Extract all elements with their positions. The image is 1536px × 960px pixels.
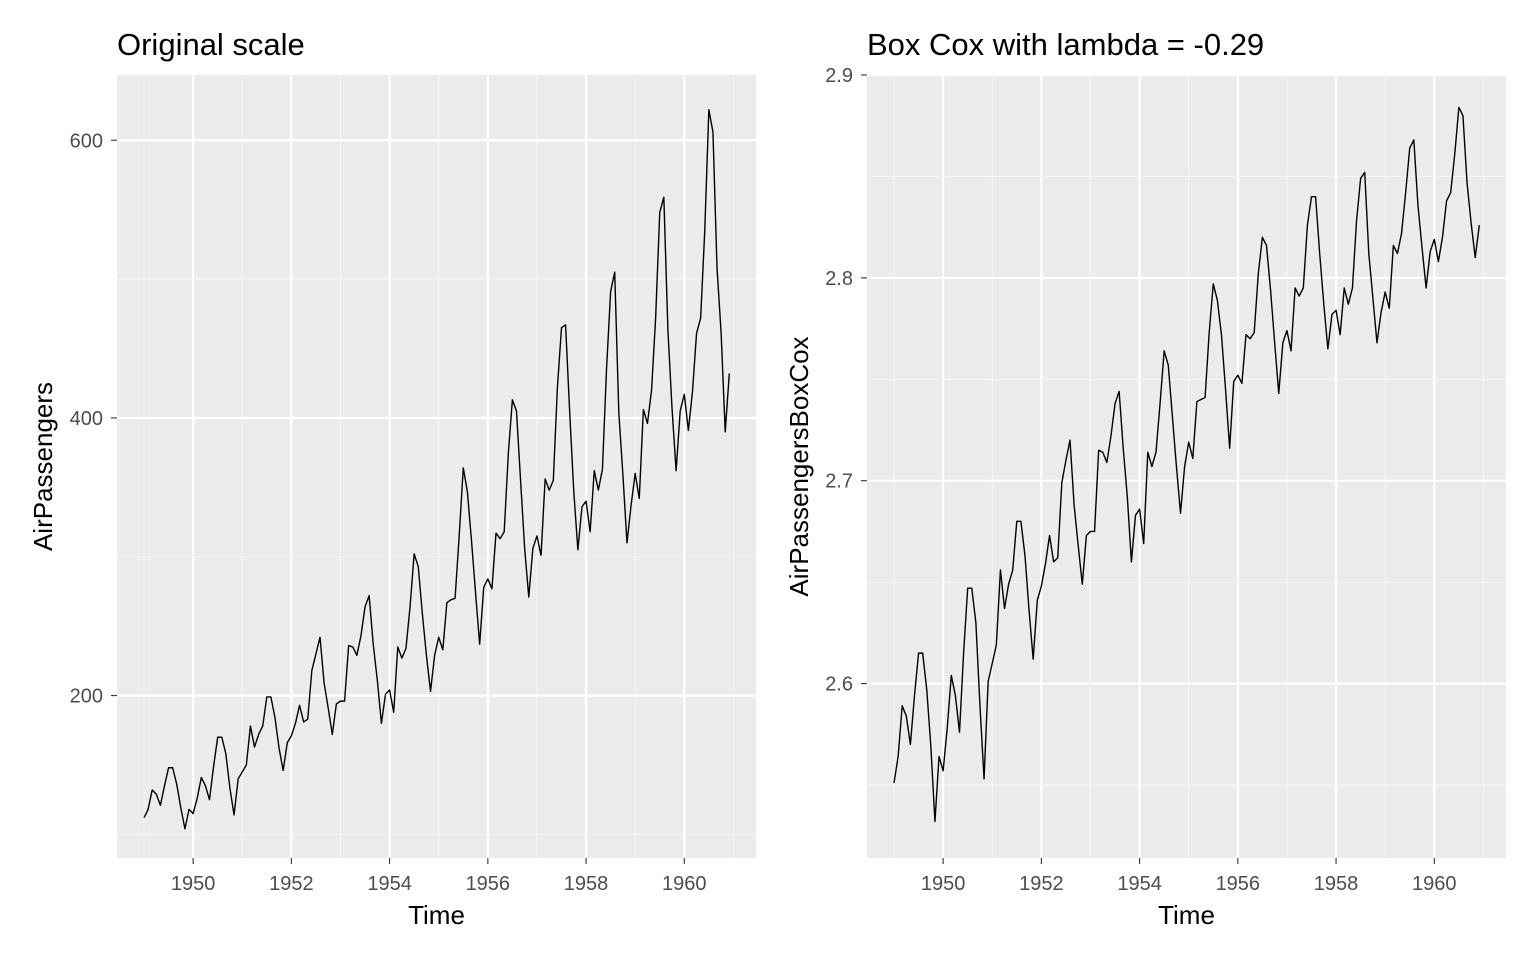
series-line [143, 109, 731, 830]
y-tick-label: 400 [70, 408, 103, 430]
y-tick-label: 2.8 [825, 268, 853, 290]
x-tick-label: 1958 [564, 873, 609, 895]
y-axis-label: AirPassengers [28, 382, 58, 551]
x-tick-label: 1960 [1412, 873, 1457, 895]
x-tick-label: 1950 [171, 873, 216, 895]
x-tick-label: 1954 [1117, 873, 1162, 895]
x-tick-label: 1956 [466, 873, 511, 895]
y-tick-label: 600 [70, 130, 103, 152]
x-axis-label: Time [1158, 900, 1215, 930]
x-tick-label: 1952 [269, 873, 314, 895]
chart-title: Box Cox with lambda = -0.29 [867, 27, 1264, 62]
chart-title: Original scale [117, 27, 305, 62]
x-tick-label: 1954 [367, 873, 412, 895]
y-tick-label: 2.9 [825, 65, 853, 87]
plot-background [867, 75, 1506, 858]
panel-box-cox: 1950 1952 1954 1956 1958 1960 2.6 2.7 2.8 2.9 Box … [784, 27, 1506, 930]
x-tick-label: 1960 [662, 873, 707, 895]
y-axis-label: AirPassengersBoxCox [784, 336, 814, 596]
panel-original-scale: 1950 1952 1954 1956 1958 1960 200 400 600 Origina… [28, 27, 756, 930]
series-line [893, 106, 1481, 823]
x-tick-label: 1950 [921, 873, 966, 895]
x-tick-label: 1952 [1019, 873, 1064, 895]
plot-background [117, 75, 756, 858]
y-tick-label: 2.6 [825, 674, 853, 696]
x-tick-label: 1958 [1314, 873, 1359, 895]
y-tick-label: 200 [70, 686, 103, 708]
x-tick-label: 1956 [1216, 873, 1261, 895]
x-axis-label: Time [408, 900, 465, 930]
y-tick-label: 2.7 [825, 471, 853, 493]
